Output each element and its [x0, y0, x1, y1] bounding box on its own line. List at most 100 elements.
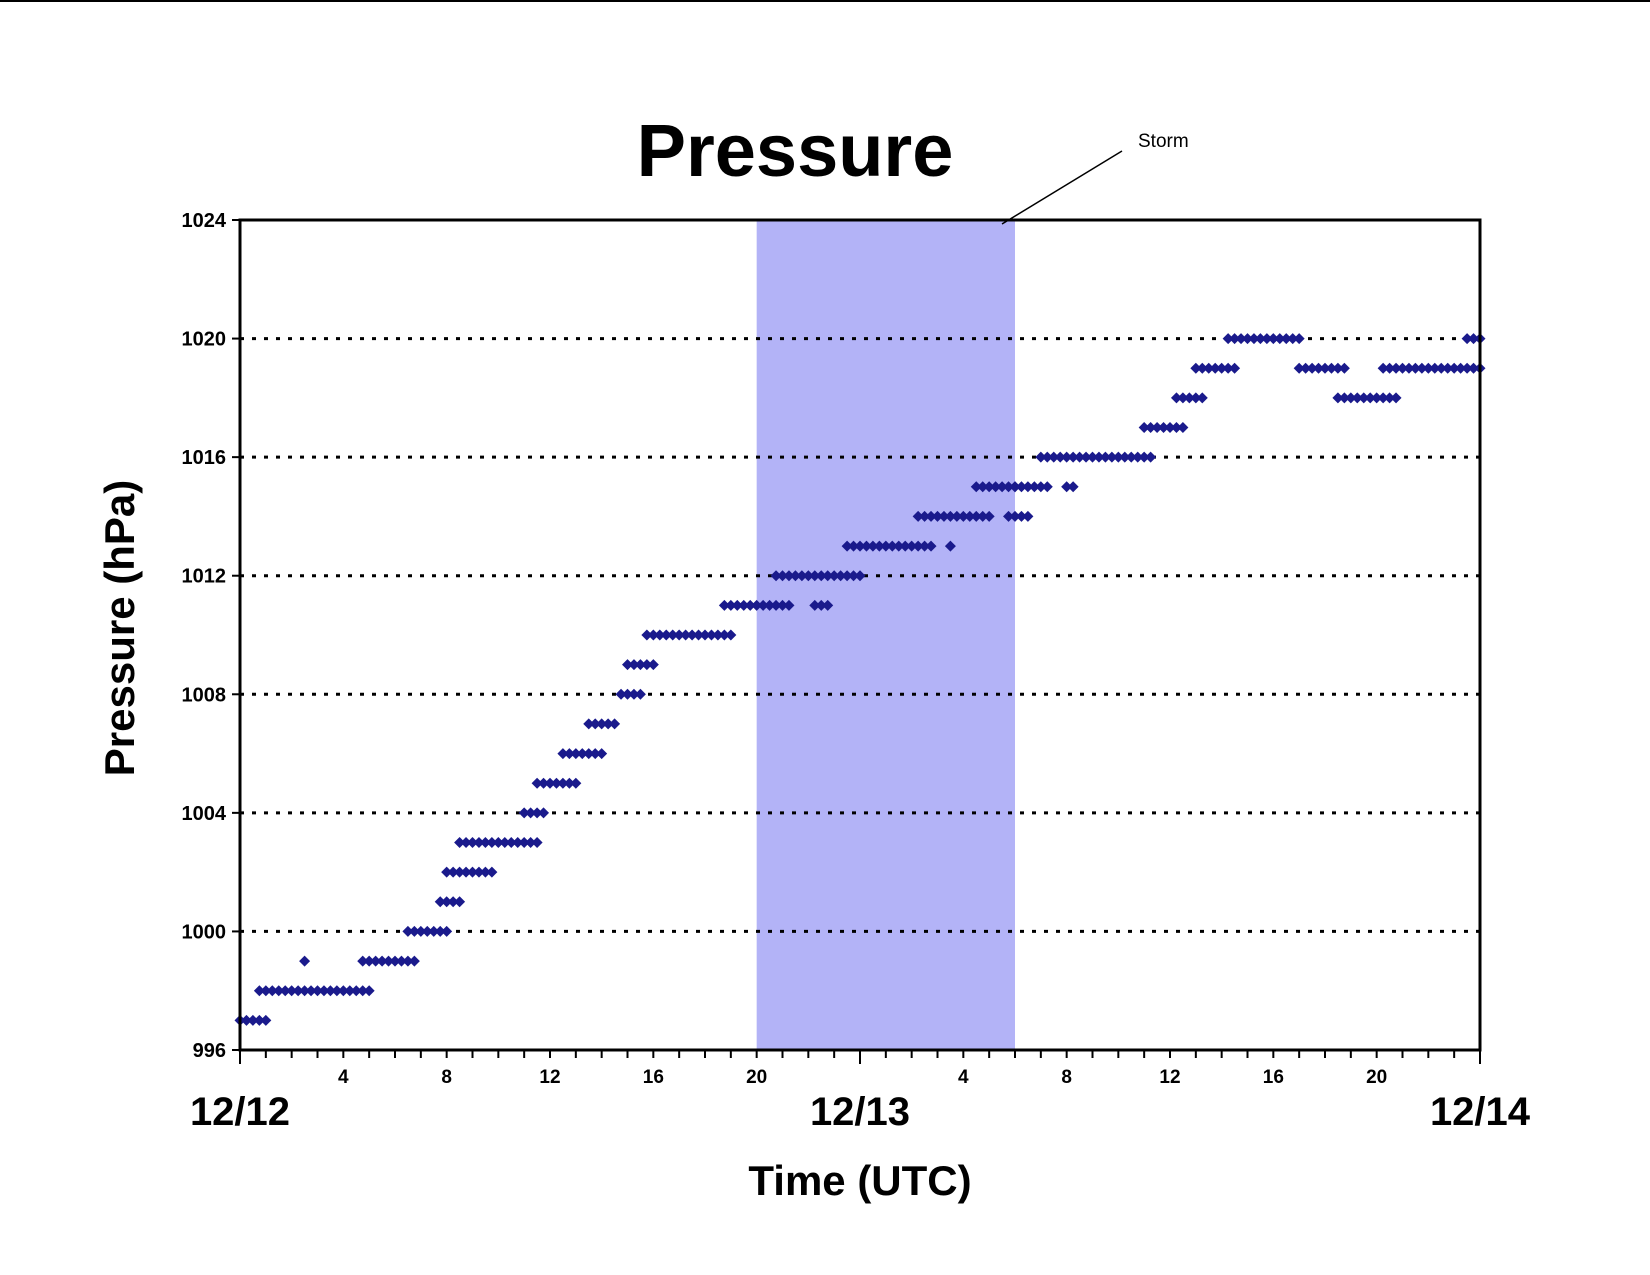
data-point	[428, 925, 440, 937]
data-point	[1061, 451, 1073, 463]
data-point	[1280, 333, 1292, 345]
data-point	[1177, 392, 1189, 404]
data-point	[777, 599, 788, 611]
y-tick-label: 1016	[182, 447, 227, 469]
data-point	[1422, 362, 1434, 374]
data-point	[1332, 392, 1344, 404]
data-point	[376, 955, 388, 967]
data-point	[1022, 481, 1034, 493]
data-point	[977, 481, 989, 493]
data-point	[1338, 392, 1350, 404]
data-point	[1119, 451, 1131, 463]
data-point	[822, 599, 834, 611]
data-point	[1061, 481, 1073, 493]
data-point	[906, 540, 918, 552]
x-hour-label: 8	[1061, 1067, 1072, 1088]
y-axis-label: Pressure (hPa)	[96, 480, 143, 776]
data-point	[841, 570, 853, 582]
data-point	[925, 540, 937, 552]
x-date-label: 12/12	[190, 1090, 290, 1134]
data-point	[1190, 392, 1202, 404]
data-point	[1145, 451, 1157, 463]
data-point	[886, 540, 898, 552]
data-point	[1112, 451, 1124, 463]
data-point	[1274, 333, 1286, 345]
data-point	[1267, 333, 1279, 345]
data-point	[1138, 422, 1150, 433]
data-point	[299, 955, 311, 967]
data-point	[912, 540, 924, 552]
data-point	[240, 1014, 252, 1026]
data-point	[809, 570, 821, 582]
data-point	[1306, 362, 1318, 374]
data-point	[822, 570, 834, 582]
data-point	[518, 837, 530, 848]
x-hour-label: 20	[1366, 1067, 1387, 1088]
data-point	[538, 777, 550, 789]
data-point	[467, 866, 478, 878]
data-point	[1216, 362, 1228, 374]
data-point	[854, 570, 866, 582]
data-point	[615, 688, 627, 700]
data-point	[1287, 333, 1299, 345]
data-point	[363, 985, 375, 997]
data-point	[434, 896, 446, 908]
data-point	[1041, 451, 1053, 463]
data-point	[1190, 362, 1202, 374]
data-point	[1048, 451, 1060, 463]
data-point	[699, 629, 711, 641]
data-point	[331, 985, 343, 997]
data-point	[312, 985, 323, 997]
data-point	[1080, 451, 1092, 463]
data-point	[1300, 362, 1312, 374]
data-point	[1461, 362, 1473, 374]
data-point	[731, 599, 743, 611]
data-point	[1003, 510, 1015, 522]
data-point	[402, 955, 414, 967]
data-point	[389, 955, 401, 967]
data-point	[473, 866, 485, 878]
data-point	[1196, 392, 1208, 404]
data-point	[260, 985, 272, 997]
data-point	[370, 955, 382, 967]
storm-callout-line	[1001, 150, 1123, 225]
data-point	[1087, 451, 1098, 463]
data-point	[1067, 481, 1079, 493]
data-point	[479, 866, 491, 878]
data-point	[344, 985, 356, 997]
data-point	[557, 777, 569, 789]
data-point	[441, 866, 453, 878]
data-point	[1364, 392, 1376, 404]
data-point	[764, 599, 776, 611]
data-point	[273, 985, 285, 997]
data-point	[1067, 451, 1079, 463]
data-point	[944, 510, 956, 522]
data-point	[841, 540, 853, 552]
data-point	[970, 510, 982, 522]
data-point	[1319, 362, 1331, 374]
data-point	[279, 985, 291, 997]
data-point	[1390, 362, 1402, 374]
data-point	[789, 570, 801, 582]
data-point	[983, 510, 995, 522]
data-point	[460, 866, 472, 878]
plot-frame	[238, 218, 1482, 1052]
data-point	[1203, 362, 1215, 374]
data-point	[467, 837, 478, 848]
data-point	[725, 599, 737, 611]
data-point	[383, 955, 395, 967]
data-point	[660, 629, 672, 641]
data-point	[486, 866, 498, 878]
y-tick-label: 1024	[182, 210, 227, 232]
storm-annotation: Storm	[1138, 131, 1189, 152]
data-point	[835, 570, 847, 582]
data-point	[395, 955, 407, 967]
data-point	[1429, 362, 1441, 374]
data-point	[1125, 451, 1137, 463]
data-point	[1099, 451, 1111, 463]
data-point	[421, 925, 433, 937]
x-hour-label: 16	[1263, 1067, 1284, 1088]
data-point	[286, 985, 298, 997]
data-point	[337, 985, 349, 997]
data-point	[796, 570, 808, 582]
